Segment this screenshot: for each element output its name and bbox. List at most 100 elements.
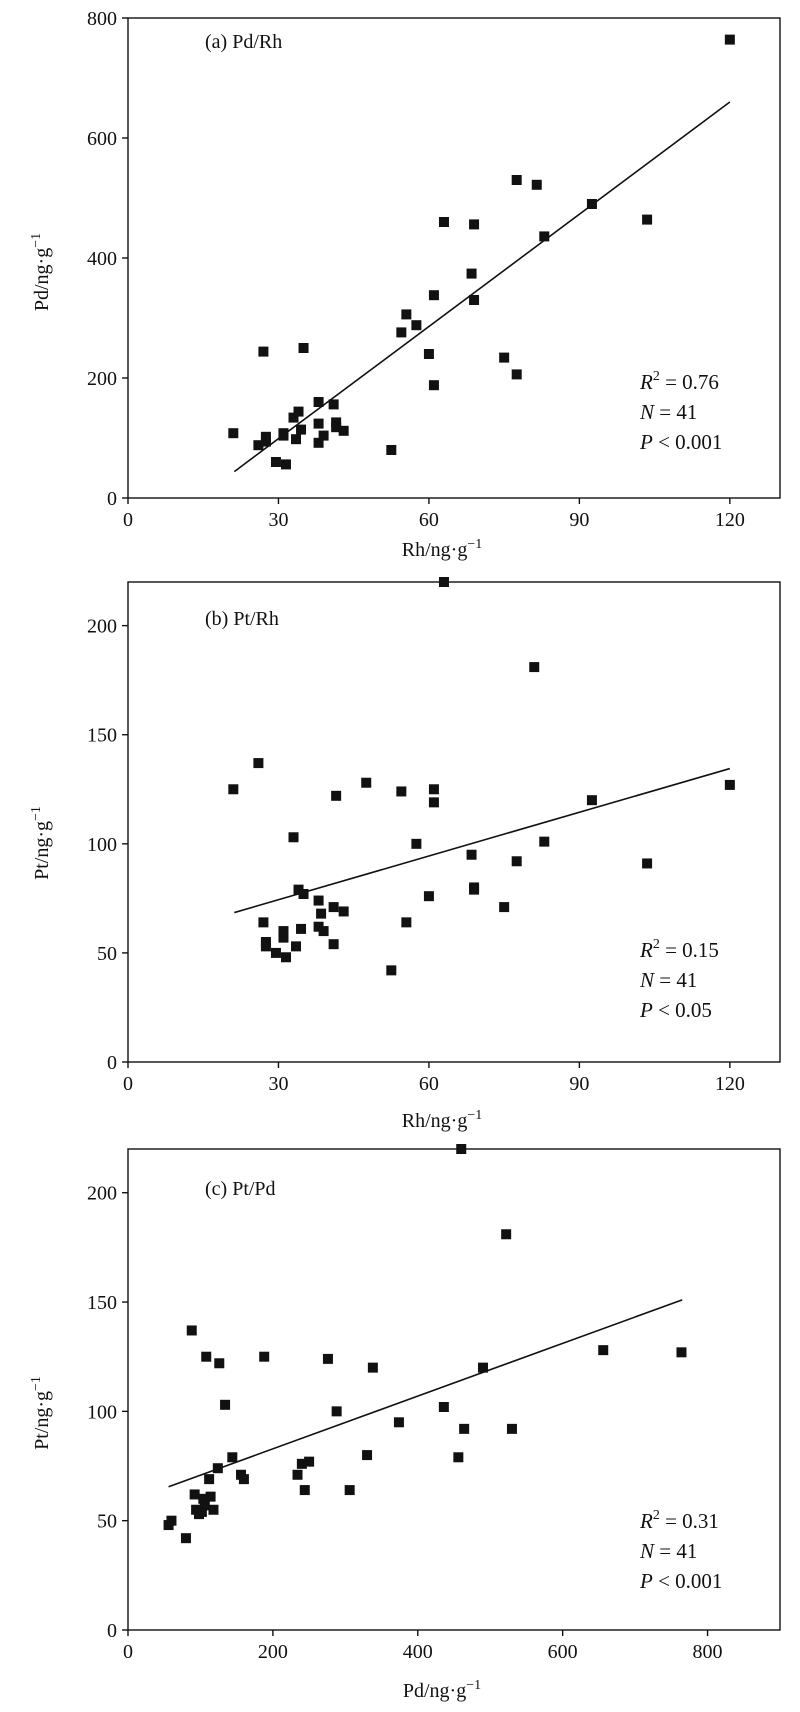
panel-a-r2: R2 = 0.76 <box>639 369 719 394</box>
panel-a-data-point <box>511 175 522 185</box>
panel-c-data-point <box>598 1345 609 1356</box>
panel-c-plot: 0 200 400 600 800 0 50 100 150 200 <box>87 1144 781 1663</box>
panel-b-data-point <box>428 797 439 808</box>
panel-a-x-tick-label: 0 <box>123 509 133 531</box>
panel-a-data-point <box>396 327 407 338</box>
panel-b-r2: R2 = 0.15 <box>639 937 719 962</box>
panel-b-data-point <box>411 838 422 849</box>
panel-a-data-point <box>313 418 324 429</box>
panel-c-x-tick-label: 400 <box>403 1641 433 1663</box>
panel-b-data-point <box>328 939 339 950</box>
panel-a-data-point <box>539 231 550 242</box>
panel-a-stats: R2 = 0.76 N = 41 P < 0.001 <box>639 369 722 454</box>
panel-c-x-tick-label: 0 <box>123 1641 133 1663</box>
panel-c-x-tick-label: 800 <box>693 1641 723 1663</box>
panel-c-data-point <box>227 1452 238 1463</box>
panel-c-y-tick-label: 0 <box>107 1620 117 1642</box>
panel-b-data-point <box>318 926 329 937</box>
panel-a-data-point <box>260 436 271 447</box>
panel-c-data-point <box>501 1229 512 1240</box>
panel-b-data-point <box>296 923 307 934</box>
panel-c-y-tick-label: 100 <box>87 1401 117 1423</box>
panel-a-x-tick-label: 120 <box>715 509 745 531</box>
panel-a-y-tick-label: 200 <box>87 368 117 390</box>
panel-b-data-point <box>328 902 339 913</box>
panel-a-y-tick-label: 400 <box>87 248 117 270</box>
panel-c-data-point <box>456 1144 467 1154</box>
panel-b-x-title: Rh/ng·g−1 <box>402 1108 482 1132</box>
panel-b-p: P < 0.05 <box>639 998 712 1022</box>
panel-a-data-point <box>401 309 412 320</box>
panel-b-data-point <box>288 832 299 843</box>
panel-a-x-tick-label: 90 <box>569 509 589 531</box>
panel-b-data-point <box>316 908 327 919</box>
panel-b-data-point <box>280 952 291 963</box>
panel-b-trendline <box>234 767 731 914</box>
panel-a-data-point <box>328 399 339 410</box>
panel-a-data-point <box>313 437 324 448</box>
panel-a-frame <box>127 17 781 499</box>
panel-a-data-point <box>469 219 480 230</box>
panel-c-data-point <box>438 1401 449 1412</box>
panel-c-r2: R2 = 0.31 <box>639 1508 719 1533</box>
panel-b-data-point <box>260 941 271 952</box>
panel-b-data-point <box>438 577 449 587</box>
panel-b-data-point <box>291 941 302 952</box>
panel-a-data-point <box>270 457 281 467</box>
panel-c-data-point <box>166 1515 177 1526</box>
panel-a-x-tick-label: 60 <box>419 509 439 531</box>
panel-b-data-point <box>396 786 407 797</box>
panel-b-data-point <box>386 965 397 976</box>
panel-a-data-point <box>280 459 291 470</box>
panel-b-data-point <box>331 790 342 801</box>
panel-b-n: N = 41 <box>639 968 697 992</box>
panel-a-y-tick-label: 0 <box>107 488 117 510</box>
panel-c-data-point <box>212 1463 223 1474</box>
panel-b-data-point <box>361 777 372 788</box>
panel-c: (c) Pt/Pd 0 200 400 600 800 0 50 100 150 200 Pd/n… <box>29 1144 781 1702</box>
panel-a-data-point <box>531 179 542 190</box>
panel-b-data-point <box>586 795 597 806</box>
panel-b-label: (b) Pt/Rh <box>205 608 279 630</box>
panel-b-data-point <box>466 849 477 860</box>
panel-b-x-tick-label: 0 <box>123 1073 133 1095</box>
panel-c-data-point <box>238 1474 249 1485</box>
panel-b-y-tick-label: 200 <box>87 616 117 638</box>
panel-b-data-point <box>539 836 550 847</box>
panel-b-data-point <box>228 784 239 795</box>
panel-b-data-point <box>313 921 324 932</box>
panel-b-x-tick-label: 120 <box>715 1073 745 1095</box>
panel-c-frame <box>127 1148 781 1631</box>
panel-b: (b) Pt/Rh 0 30 60 90 120 0 50 100 150 200 Rh/ng·g… <box>29 577 781 1132</box>
panel-a: (a) Pd/Rh 0 30 60 90 120 0 200 400 600 800 Rh/ng·… <box>29 8 781 561</box>
panel-b-y-tick-label: 150 <box>87 725 117 747</box>
panel-b-data-point <box>313 895 324 906</box>
panel-b-data-point <box>529 662 540 673</box>
panel-a-data-point <box>499 352 510 363</box>
panel-c-data-point <box>344 1485 355 1496</box>
panel-b-data-point <box>278 926 289 937</box>
panel-a-data-point <box>313 397 324 407</box>
panel-a-data-point <box>338 425 349 436</box>
panel-c-y-title: Pt/ng·g−1 <box>29 1376 53 1450</box>
panel-a-label: (a) Pd/Rh <box>205 31 282 53</box>
panel-b-data-point <box>401 917 412 928</box>
panel-c-data-point <box>367 1362 378 1373</box>
panel-c-data-point <box>189 1489 200 1500</box>
panel-b-x-tick-label: 30 <box>268 1073 288 1095</box>
panel-a-y-tick-label: 600 <box>87 128 117 150</box>
panel-a-data-point <box>428 290 439 301</box>
panel-a-y-title: Pd/ng·g−1 <box>29 233 53 311</box>
panel-b-data-point <box>253 758 264 769</box>
panel-a-data-point <box>469 295 480 305</box>
panel-b-data-point <box>298 889 309 899</box>
panel-b-data-point <box>258 917 269 928</box>
panel-b-y-tick-label: 100 <box>87 834 117 856</box>
panel-b-data-point <box>270 947 281 958</box>
panel-c-data-point <box>459 1423 470 1434</box>
panel-c-y-tick-label: 200 <box>87 1183 117 1205</box>
panel-c-data-point <box>198 1493 209 1504</box>
panel-c-data-point <box>299 1485 310 1496</box>
panel-c-data-point <box>180 1533 191 1544</box>
